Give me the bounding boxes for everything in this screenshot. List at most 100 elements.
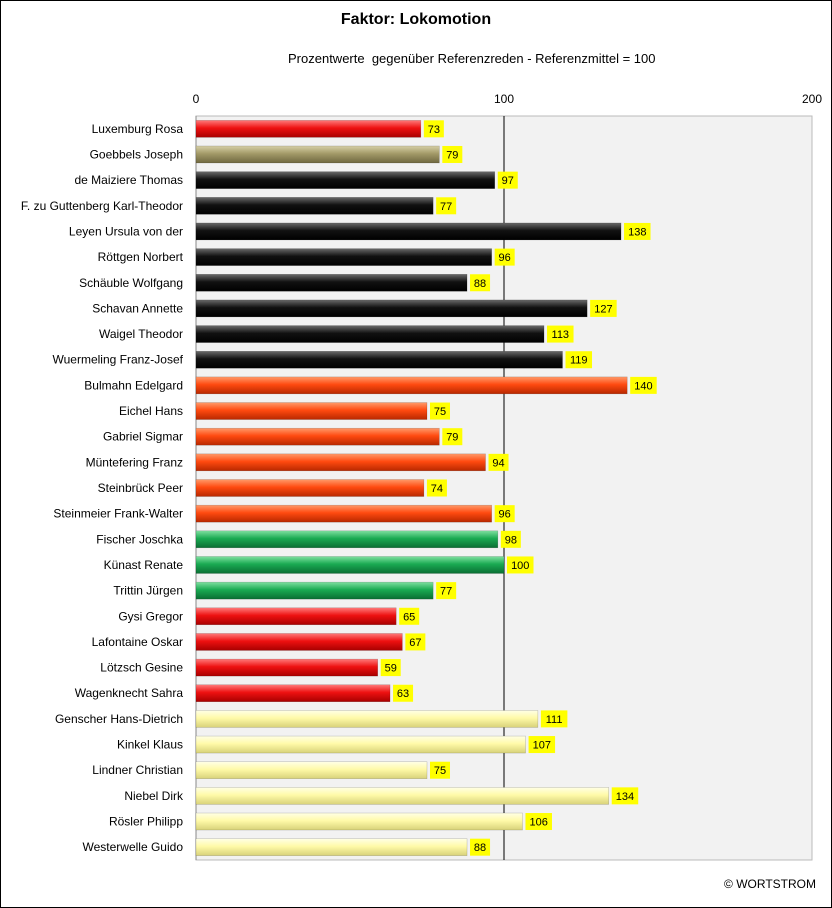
data-label: 67	[409, 637, 421, 649]
data-label: 73	[428, 124, 440, 136]
category-label: Leyen Ursula von der	[69, 224, 183, 238]
bar	[195, 735, 526, 754]
category-label: Gabriel Sigmar	[103, 430, 183, 444]
bar	[195, 376, 628, 395]
data-label-box	[565, 351, 593, 369]
chart-title: Faktor: Lokomotion	[340, 11, 492, 28]
data-label: 88	[474, 842, 486, 854]
data-label-box	[393, 684, 414, 702]
data-label: 75	[434, 765, 446, 777]
bar	[195, 325, 545, 343]
data-label-box	[624, 222, 651, 240]
category-label: Schavan Annette	[92, 301, 183, 315]
category-label: Eichel Hans	[119, 404, 183, 418]
data-label: 79	[446, 149, 458, 161]
data-label-box	[436, 582, 457, 600]
data-label: 97	[502, 175, 514, 187]
bar	[195, 145, 440, 164]
data-label-box	[590, 299, 617, 317]
chart-subtitle: Prozentwerte gegenüber Referenzreden - R…	[288, 51, 656, 66]
category-label: Rösler Philipp	[109, 815, 183, 829]
category-label: Künast Renate	[104, 558, 184, 572]
category-label: Müntefering Franz	[86, 455, 183, 469]
category-label: Goebbels Joseph	[90, 147, 183, 161]
data-label-box	[430, 761, 450, 779]
bar	[195, 633, 403, 651]
bar	[195, 710, 539, 728]
category-label: Waigel Theodor	[99, 327, 183, 341]
data-label-box	[528, 736, 556, 754]
data-label: 74	[431, 483, 443, 495]
data-label-box	[494, 505, 515, 523]
data-label: 88	[474, 278, 486, 290]
data-label-box	[547, 325, 574, 343]
category-label: Luxemburg Rosa	[92, 122, 184, 136]
bar	[195, 274, 468, 292]
data-label-box	[426, 479, 447, 497]
category-label: Gysi Gregor	[118, 609, 183, 623]
data-label-box	[423, 120, 444, 138]
data-label: 77	[440, 201, 452, 213]
bar	[195, 197, 434, 215]
data-label-box	[380, 659, 401, 677]
bar	[195, 761, 428, 779]
data-label: 96	[499, 509, 511, 521]
bar	[195, 248, 492, 266]
bar	[195, 222, 622, 241]
data-label: 75	[434, 406, 446, 418]
bar	[195, 581, 434, 600]
bar	[195, 171, 496, 189]
data-label-box	[470, 838, 491, 856]
category-label: Kinkel Klaus	[117, 738, 183, 752]
data-label: 140	[634, 380, 652, 392]
bar	[195, 607, 397, 626]
data-label: 79	[446, 432, 458, 444]
data-label-box	[630, 376, 657, 394]
category-label: Niebel Dirk	[124, 789, 184, 803]
data-label-box	[430, 402, 450, 420]
bar	[195, 402, 428, 420]
data-label-box	[442, 145, 463, 163]
category-label: Steinbrück Peer	[98, 481, 183, 495]
category-label: F. zu Guttenberg Karl-Theodor	[21, 199, 183, 213]
data-label: 111	[546, 714, 563, 726]
category-label: Wagenknecht Sahra	[75, 686, 184, 700]
x-tick-label: 200	[802, 92, 822, 106]
bar	[195, 504, 492, 523]
data-label-box	[470, 274, 491, 292]
bar	[195, 658, 378, 677]
bar	[195, 479, 425, 497]
category-label: Westerwelle Guido	[83, 840, 184, 854]
bar	[195, 453, 486, 472]
category-label: Lindner Christian	[92, 763, 183, 777]
data-label: 134	[616, 791, 634, 803]
bar	[195, 684, 391, 702]
bar	[195, 812, 523, 831]
data-label-box	[436, 197, 457, 215]
data-label: 119	[570, 355, 588, 367]
data-label-box	[497, 171, 518, 189]
data-label: 65	[403, 611, 415, 623]
data-label: 127	[594, 303, 612, 315]
category-label: Fischer Joschka	[96, 532, 183, 546]
bar	[195, 120, 422, 138]
data-label: 77	[440, 586, 452, 598]
bar	[195, 350, 563, 369]
data-label: 106	[530, 817, 548, 829]
data-label-box	[540, 710, 568, 728]
bar	[195, 787, 609, 805]
data-label-box	[405, 633, 426, 651]
category-label: Genscher Hans-Dietrich	[55, 712, 183, 726]
category-label: Wuermeling Franz-Josef	[53, 353, 184, 367]
data-label-box	[525, 813, 552, 831]
x-tick-label: 0	[193, 92, 200, 106]
bar	[195, 556, 505, 574]
data-label: 113	[552, 329, 570, 341]
data-label: 63	[397, 688, 409, 700]
category-label: Lötzsch Gesine	[100, 661, 183, 675]
category-label: Steinmeier Frank-Walter	[53, 507, 183, 521]
category-label: Lafontaine Oskar	[92, 635, 183, 649]
category-label: Schäuble Wolfgang	[79, 276, 183, 290]
data-label: 96	[499, 252, 511, 264]
